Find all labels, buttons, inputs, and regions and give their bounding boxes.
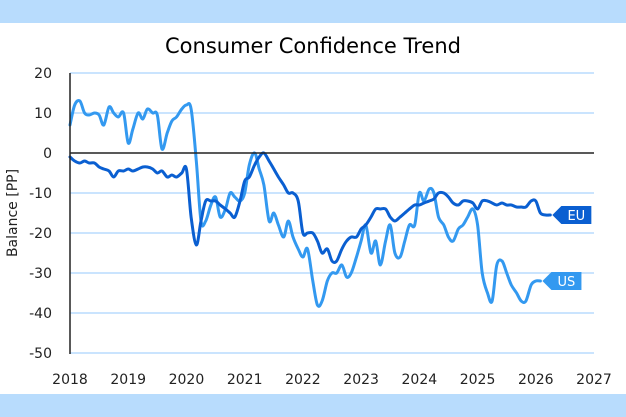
series-label-text: US	[558, 275, 576, 290]
x-tick-labels: 2018 2019 2020 2021 2022 2023 2024 2025 2026 2027	[52, 372, 612, 388]
series-lines	[68, 99, 552, 308]
y-tick-label: -10	[29, 186, 52, 202]
x-tick-label: 2019	[110, 372, 146, 388]
series-line-eu	[68, 151, 552, 264]
x-tick-label: 2020	[169, 372, 205, 388]
y-tick-label: 10	[34, 106, 52, 122]
x-tick-label: 2021	[227, 372, 263, 388]
y-tick-label: -40	[29, 306, 52, 322]
x-tick-label: 2023	[343, 372, 379, 388]
bottom-band	[0, 394, 626, 417]
series-label-text: EU	[567, 209, 585, 224]
y-tick-label: 20	[34, 66, 52, 82]
x-tick-label: 2026	[518, 372, 554, 388]
y-tick-label: -30	[29, 266, 52, 282]
label-tag-shape	[542, 272, 582, 290]
grid-lines	[70, 72, 594, 354]
y-axis-label: Balance [PP]	[5, 169, 21, 257]
y-tick-labels: 20 10 0 -10 -20 -30 -40 -50	[29, 66, 52, 362]
x-tick-label: 2027	[576, 372, 612, 388]
x-tick-label: 2025	[460, 372, 496, 388]
x-tick-label: 2024	[402, 372, 438, 388]
y-tick-label: -20	[29, 226, 52, 242]
label-tag-shape	[552, 206, 592, 224]
y-tick-label: 0	[43, 146, 52, 162]
chart-title: Consumer Confidence Trend	[165, 34, 461, 58]
series-label-eu: EU	[552, 206, 592, 224]
top-band	[0, 0, 626, 23]
y-tick-label: -50	[29, 346, 52, 362]
series-labels: US EU	[542, 206, 592, 290]
x-tick-label: 2022	[285, 372, 321, 388]
series-line-us	[68, 99, 542, 308]
x-tick-label: 2018	[52, 372, 88, 388]
series-label-us: US	[542, 272, 582, 290]
